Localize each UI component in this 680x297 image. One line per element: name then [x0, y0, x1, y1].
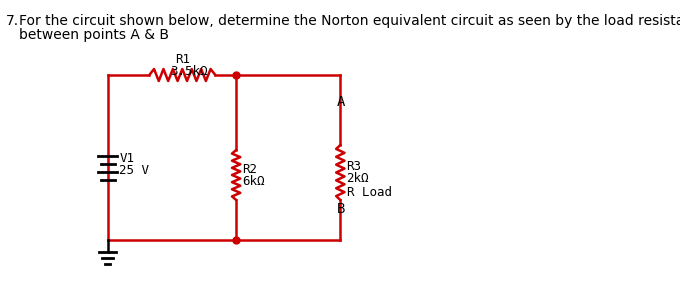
Text: For the circuit shown below, determine the Norton equivalent circuit as seen by : For the circuit shown below, determine t… — [20, 14, 680, 28]
Text: R2: R2 — [242, 163, 258, 176]
Text: R Load: R Load — [347, 186, 392, 198]
Text: 6kΩ: 6kΩ — [242, 175, 265, 188]
Text: between points A & B: between points A & B — [20, 28, 169, 42]
Text: V1: V1 — [120, 152, 135, 165]
Text: R1: R1 — [175, 53, 190, 66]
Text: R3: R3 — [347, 160, 362, 173]
Text: B: B — [337, 202, 345, 216]
Text: 7.: 7. — [5, 14, 18, 28]
Text: A: A — [337, 95, 345, 109]
Text: 2kΩ: 2kΩ — [347, 173, 369, 186]
Text: 25 V: 25 V — [120, 164, 150, 177]
Text: 3.5kΩ: 3.5kΩ — [170, 65, 207, 78]
